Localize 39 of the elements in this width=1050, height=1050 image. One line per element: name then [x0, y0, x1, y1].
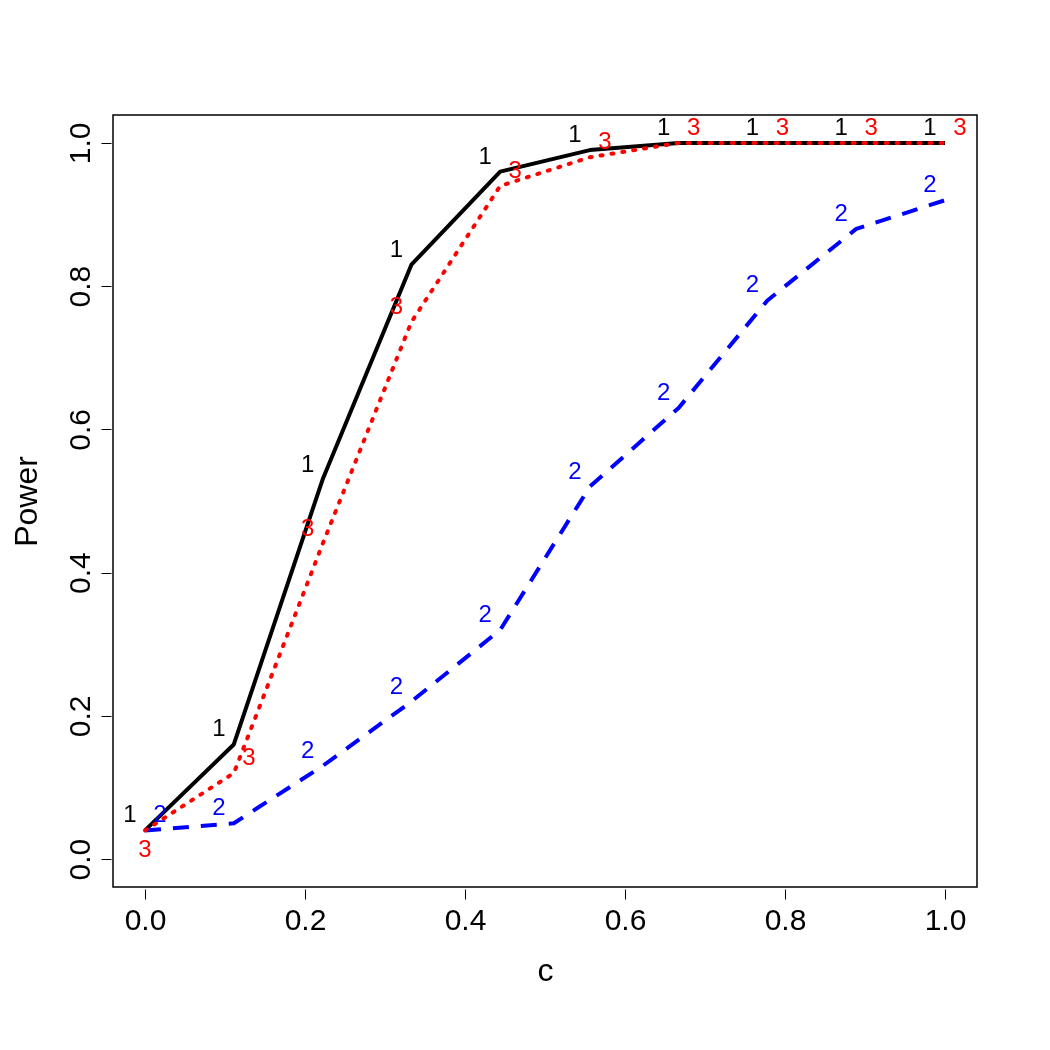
text: 2: [389, 671, 404, 699]
text: 1: [212, 714, 226, 742]
y-tick-label: 0.0: [62, 838, 96, 881]
text: 1: [478, 141, 492, 169]
y-tick-label: 0.4: [62, 552, 96, 594]
x-tick-label: 0.2: [284, 902, 327, 936]
text: 3: [775, 112, 790, 140]
text: 3: [864, 112, 878, 140]
text: 2: [300, 735, 315, 763]
text: 2: [923, 170, 937, 198]
y-tick-label: 0.8: [62, 265, 96, 308]
text: 3: [138, 835, 152, 863]
y-tick-label: 1.0: [62, 122, 96, 165]
text: 3: [242, 743, 256, 771]
text: 1: [123, 800, 137, 828]
text: 2: [745, 270, 760, 298]
text: 2: [212, 793, 226, 821]
x-axis-title: c: [537, 951, 554, 988]
text: 1: [389, 234, 404, 262]
x-tick-label: 1.0: [924, 902, 967, 936]
text: 2: [656, 377, 671, 405]
x-tick-label: 0.0: [124, 902, 167, 936]
y-tick-label: 0.2: [62, 695, 96, 738]
text: 1: [834, 112, 848, 140]
series-label: 1: [745, 112, 760, 140]
y-tick-label: 0.6: [62, 409, 96, 451]
text: 2: [478, 599, 492, 627]
text: 2: [834, 198, 848, 226]
text: 1: [300, 449, 315, 477]
x-tick-label: 0.4: [444, 902, 487, 936]
text: 3: [686, 112, 701, 140]
text: 2: [568, 456, 582, 484]
text: 3: [953, 112, 967, 140]
text: 1: [656, 112, 671, 140]
x-tick-label: 0.8: [764, 902, 807, 936]
y-axis-title: Power: [7, 455, 44, 547]
text: 1: [923, 112, 937, 140]
x-tick-label: 0.6: [604, 902, 647, 936]
text: 1: [568, 120, 582, 148]
